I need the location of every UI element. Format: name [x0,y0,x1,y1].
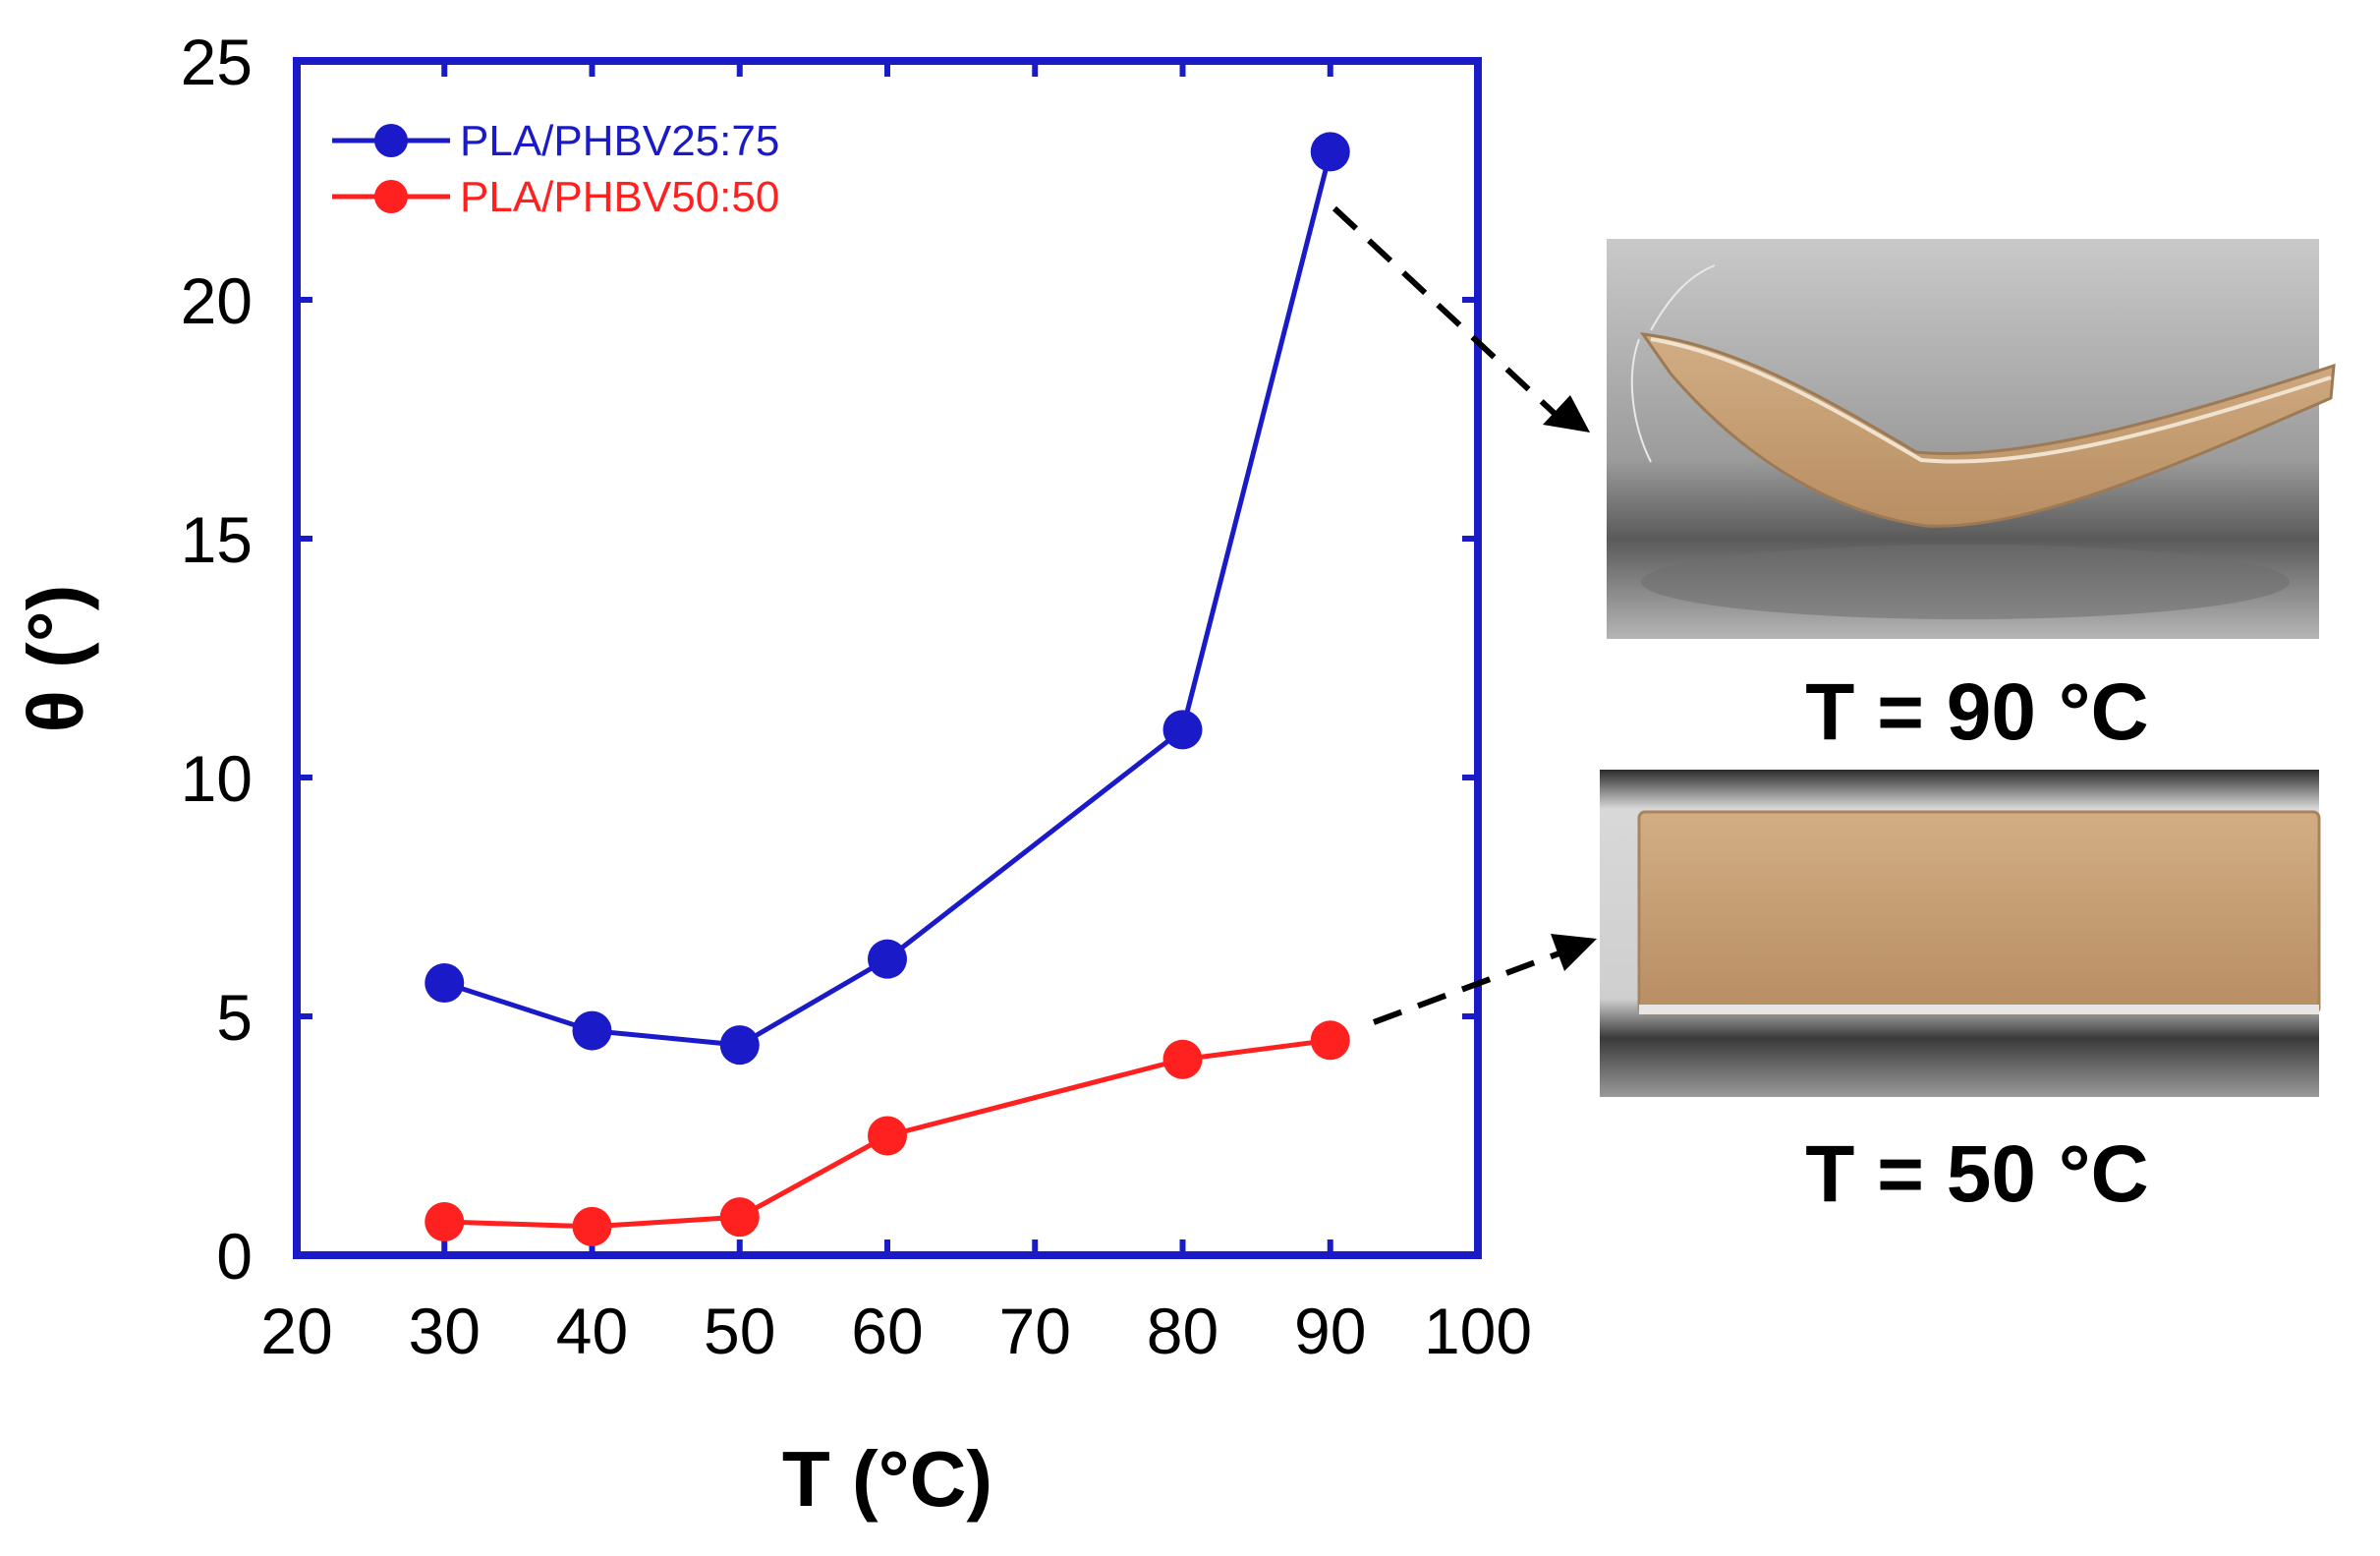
photo-curved-sample: T = 90 °C [1607,239,2336,757]
tick-labels: 20 30 40 50 60 70 80 90 100 0 5 10 15 20 25 [181,26,1532,1367]
x-tick-label: 40 [556,1295,628,1367]
y-tick-label: 20 [181,264,253,337]
photo-90-caption: T = 90 °C [1805,667,2149,757]
arrowhead-curved-photo [1543,395,1590,432]
x-tick-label: 20 [260,1295,332,1367]
photo-90-sample-edge [1650,337,2332,464]
arrow-to-flat-photo [1372,949,1566,1025]
pointer-arrows [1332,205,1597,1025]
x-tick-label: 60 [851,1295,923,1367]
x-tick-label: 80 [1147,1295,1218,1367]
photo-50-base [1639,1005,2319,1014]
y-tick-label: 0 [216,1220,253,1293]
data-point-series-2 [719,1197,760,1238]
photo-flat-sample: T = 50 °C [1600,770,2321,1219]
photo-90-reflection [1641,545,2290,619]
legend-marker-series-1 [374,124,408,157]
y-tick-label: 5 [216,981,253,1054]
legend: PLA/PHBV25:75 PLA/PHBV50:50 [332,117,779,221]
photo-50-caption: T = 50 °C [1805,1129,2149,1219]
data-point-series-2 [1310,1020,1350,1061]
data-point-series-1 [1162,710,1203,750]
data-point-series-2 [572,1206,612,1246]
axis-ticks [294,58,1481,1258]
x-axis-title: T (°C) [782,1435,992,1523]
series-lines [443,150,1333,1230]
arrowhead-flat-photo [1551,934,1597,971]
plot-frame [293,57,1482,1259]
photo-50-sample [1637,810,2321,1015]
photo-90-filament [1630,264,1716,463]
series-line-1 [443,150,1333,1048]
arrow-to-curved-photo [1332,205,1567,426]
x-tick-label: 90 [1294,1295,1366,1367]
y-tick-label: 25 [181,26,253,98]
y-tick-label: 15 [181,503,253,576]
legend-label-series-2: PLA/PHBV50:50 [460,173,779,221]
data-point-series-1 [425,962,465,1003]
y-tick-label: 10 [181,742,253,815]
data-point-series-1 [719,1025,760,1066]
data-point-series-1 [1310,132,1350,172]
data-point-series-1 [868,939,907,979]
x-tick-label: 30 [409,1295,481,1367]
y-axis-title: θ (°) [12,585,99,733]
series-line-2 [444,1037,1332,1230]
data-point-series-2 [1162,1039,1203,1079]
x-tick-label: 100 [1424,1295,1532,1367]
data-point-series-1 [572,1010,612,1051]
x-tick-label: 70 [999,1295,1071,1367]
series-points [425,132,1350,1246]
data-point-series-2 [425,1201,465,1241]
data-point-series-2 [868,1116,907,1156]
plot-area: 20 30 40 50 60 70 80 90 100 0 5 10 15 20 25 [181,26,1532,1367]
legend-label-series-1: PLA/PHBV25:75 [460,117,779,165]
legend-marker-series-2 [374,180,408,213]
x-tick-label: 50 [704,1295,775,1367]
photo-90-sample [1639,332,2336,528]
